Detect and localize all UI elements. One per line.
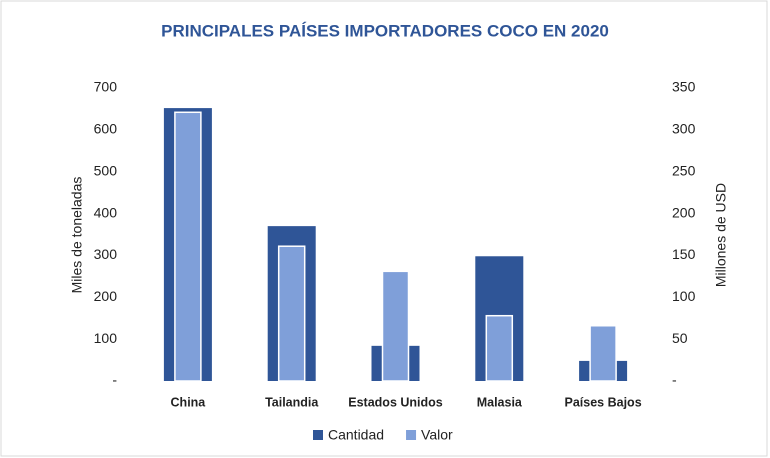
y-axis-label: Miles de toneladas [69, 177, 85, 294]
y-tick-label: 500 [94, 162, 118, 178]
legend-swatch [313, 430, 323, 440]
x-tick-label: Malasia [477, 395, 523, 409]
y-tick-label: 400 [94, 204, 118, 220]
legend-label: Cantidad [328, 427, 384, 443]
y2-tick-label: 250 [672, 162, 696, 178]
y-tick-label: 600 [94, 121, 118, 137]
legend-label: Valor [421, 427, 453, 443]
y2-tick-label: 200 [672, 204, 696, 220]
y2-tick-label: 50 [672, 330, 688, 346]
bar [485, 314, 514, 382]
chart-title: PRINCIPALES PAÍSES IMPORTADORES COCO EN … [161, 21, 609, 40]
x-tick-label: Países Bajos [565, 395, 642, 409]
y-tick-label: 100 [94, 330, 118, 346]
y-tick-label: 300 [94, 246, 118, 262]
y-tick-label: 700 [94, 79, 118, 95]
y-tick-label: 200 [94, 288, 118, 304]
bar [589, 324, 617, 382]
y2-tick-label: 350 [672, 79, 696, 95]
bar [174, 111, 202, 382]
y2-tick-label: 150 [672, 246, 696, 262]
y2-tick-label: - [672, 372, 677, 388]
x-tick-label: China [171, 395, 207, 409]
bar [277, 245, 306, 382]
x-tick-label: Estados Unidos [348, 395, 443, 409]
y2-tick-label: 100 [672, 288, 696, 304]
bar [381, 270, 410, 382]
y-tick-label: - [112, 372, 117, 388]
y2-axis-label: Millones de USD [713, 183, 729, 287]
y2-tick-label: 300 [672, 121, 696, 137]
x-tick-label: Tailandia [265, 395, 319, 409]
legend-swatch [406, 430, 417, 440]
